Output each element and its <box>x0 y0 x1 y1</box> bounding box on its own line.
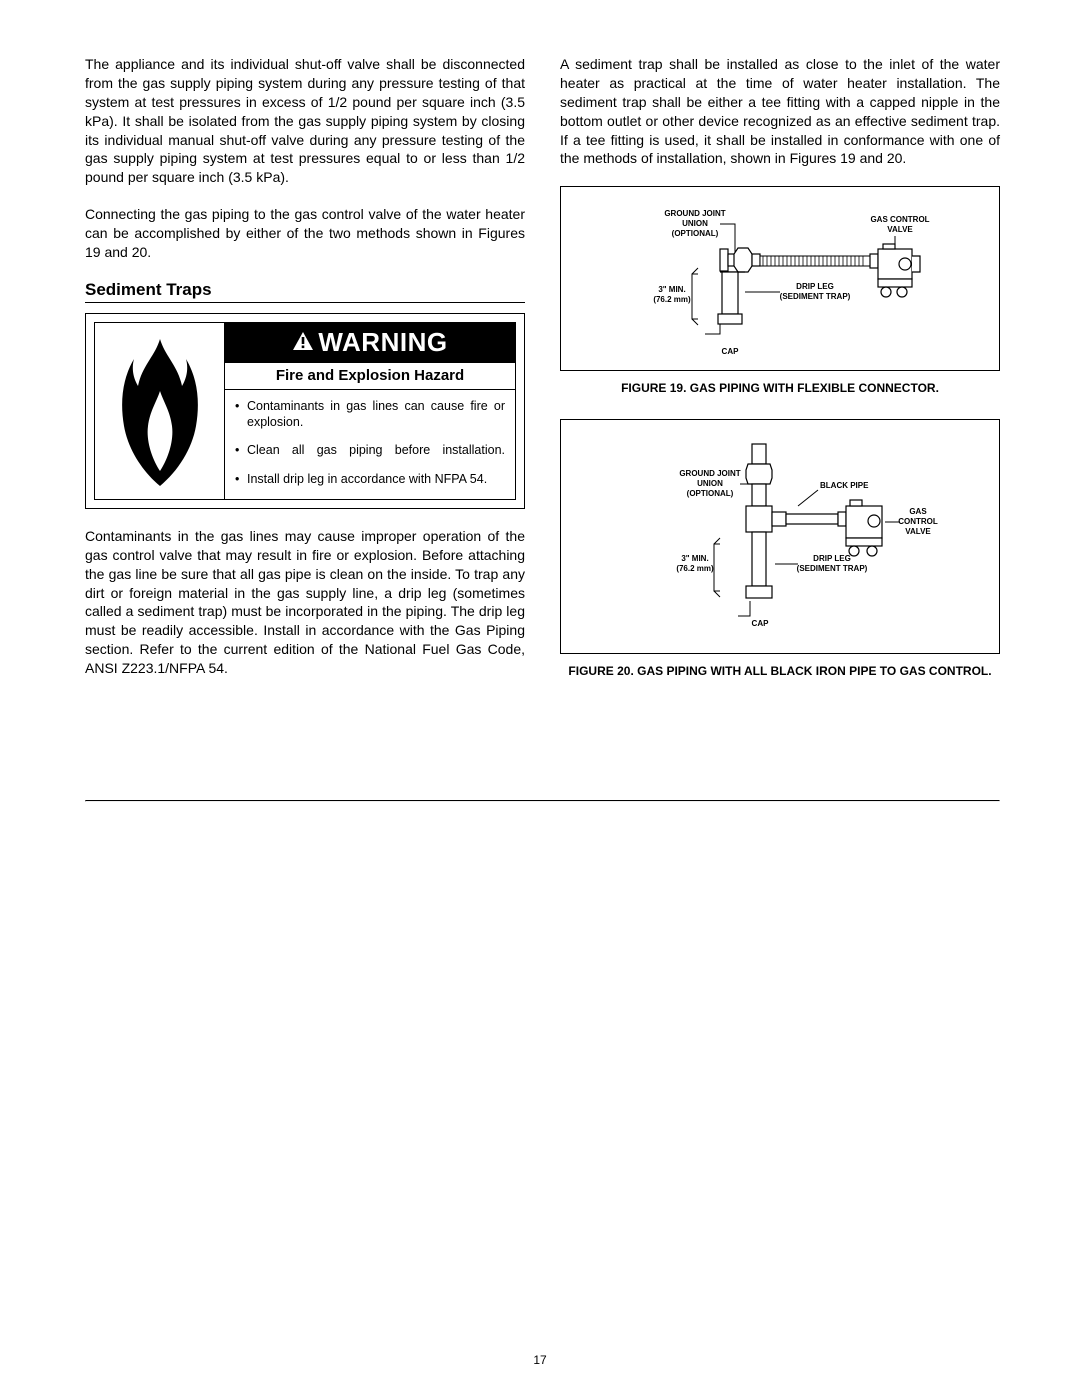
svg-text:DRIP LEG: DRIP LEG <box>796 282 834 291</box>
warning-text: WARNING <box>318 327 447 358</box>
flame-icon <box>95 323 225 499</box>
figure-19-diagram: GROUND JOINT UNION (OPTIONAL) GAS CONTRO… <box>560 186 1000 371</box>
horizontal-rule <box>85 800 1000 802</box>
svg-text:CAP: CAP <box>722 347 740 356</box>
svg-text:(76.2 mm): (76.2 mm) <box>676 564 714 573</box>
svg-text:DRIP LEG: DRIP LEG <box>813 554 851 563</box>
svg-text:GAS: GAS <box>909 507 927 516</box>
svg-text:(SEDIMENT TRAP): (SEDIMENT TRAP) <box>780 292 851 301</box>
right-column: A sediment trap shall be installed as cl… <box>560 55 1000 696</box>
left-column: The appliance and its individual shut-of… <box>85 55 525 696</box>
bullet: Install drip leg in accordance with NFPA… <box>235 471 505 487</box>
bullet: Clean all gas piping before installation… <box>235 442 505 458</box>
svg-text:CAP: CAP <box>752 619 770 628</box>
section-rule <box>85 302 525 303</box>
paragraph: Connecting the gas piping to the gas con… <box>85 205 525 262</box>
svg-text:(76.2 mm): (76.2 mm) <box>653 295 691 304</box>
alert-triangle-icon <box>292 327 314 358</box>
warning-bullets: Contaminants in gas lines can cause fire… <box>225 390 515 499</box>
hazard-title: Fire and Explosion Hazard <box>225 363 515 390</box>
paragraph: Contaminants in the gas lines may cause … <box>85 527 525 678</box>
svg-text:UNION: UNION <box>697 479 723 488</box>
figure-20-caption: FIGURE 20. GAS PIPING WITH ALL BLACK IRO… <box>560 664 1000 680</box>
svg-text:CONTROL: CONTROL <box>898 517 938 526</box>
svg-text:BLACK PIPE: BLACK PIPE <box>820 481 869 490</box>
page-number: 17 <box>0 1353 1080 1367</box>
svg-text:(OPTIONAL): (OPTIONAL) <box>687 489 734 498</box>
figure-20-diagram: GROUND JOINT UNION (OPTIONAL) BLACK PIPE… <box>560 419 1000 654</box>
svg-text:3" MIN.: 3" MIN. <box>681 554 708 563</box>
figure-19-caption: FIGURE 19. GAS PIPING WITH FLEXIBLE CONN… <box>560 381 1000 397</box>
svg-text:(OPTIONAL): (OPTIONAL) <box>672 229 719 238</box>
svg-text:GROUND JOINT: GROUND JOINT <box>664 209 725 218</box>
svg-text:VALVE: VALVE <box>905 527 931 536</box>
bullet: Contaminants in gas lines can cause fire… <box>235 398 505 431</box>
warning-banner: WARNING <box>225 323 515 363</box>
svg-text:(SEDIMENT TRAP): (SEDIMENT TRAP) <box>797 564 868 573</box>
svg-text:GAS CONTROL: GAS CONTROL <box>870 215 929 224</box>
svg-text:VALVE: VALVE <box>887 225 913 234</box>
section-title: Sediment Traps <box>85 280 525 300</box>
svg-text:3" MIN.: 3" MIN. <box>658 285 685 294</box>
svg-text:UNION: UNION <box>682 219 708 228</box>
paragraph: A sediment trap shall be installed as cl… <box>560 55 1000 168</box>
warning-box: WARNING Fire and Explosion Hazard Contam… <box>85 313 525 509</box>
paragraph: The appliance and its individual shut-of… <box>85 55 525 187</box>
svg-text:GROUND JOINT: GROUND JOINT <box>679 469 740 478</box>
